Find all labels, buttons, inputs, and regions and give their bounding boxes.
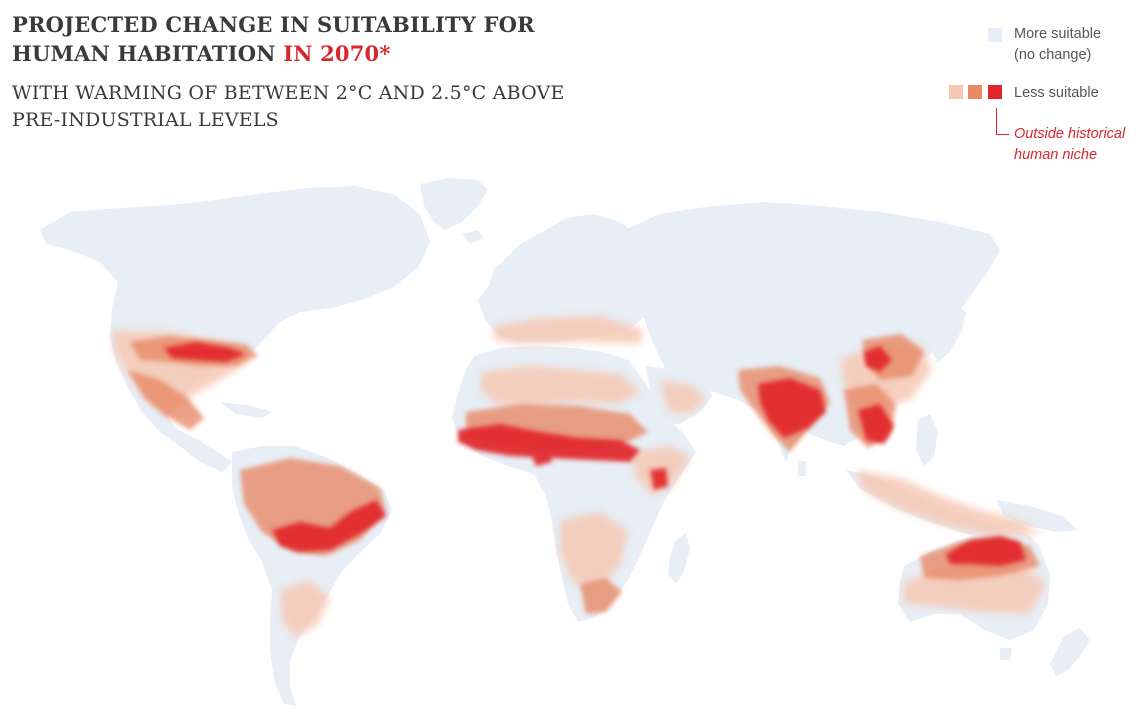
zone-hot-brazil [272,500,386,552]
land-tasmania [1000,648,1012,660]
page-title: PROJECTED CHANGE IN SUITABILITY FOR HUMAN… [12,10,535,68]
land-philippines [916,414,938,466]
land-europe [478,214,652,342]
zone-hot-us-south [164,342,246,362]
layer-outside-niche [164,342,1026,566]
land-madagascar [668,534,690,584]
land-iceland [462,230,484,244]
legend-swatch-more-suitable [988,28,1002,42]
title-line-2: HUMAN HABITATION [12,41,284,66]
subtitle-line-2: PRE-INDUSTRIAL LEVELS [12,109,279,131]
zone-hot-east-africa [650,468,668,490]
land-uk [490,262,510,296]
legend-label-less-suitable: Less suitable [1014,85,1099,101]
land-asia [620,202,1000,462]
subtitle-line-1: WITH WARMING OF BETWEEN 2°C AND 2.5°C AB… [12,82,565,104]
zone-hot-se-asia [858,404,894,444]
title-line-1: PROJECTED CHANGE IN SUITABILITY FOR [12,12,535,37]
subtitle: WITH WARMING OF BETWEEN 2°C AND 2.5°C AB… [12,80,565,134]
zone-hot-guinea [530,450,552,466]
zone-hot-sahel [458,424,640,462]
zone-hot-india [758,378,826,438]
world-map [40,178,1090,706]
land-japan [932,306,966,362]
legend-label-more-suitable: More suitable (no change) [1014,26,1102,63]
land-caribbean [220,402,272,418]
zone-light-mediterranean [494,316,644,344]
zone-mid-mexico [128,370,204,430]
legend: More suitable (no change) Less suitable O… [940,20,1136,170]
zone-hot-china [864,346,892,372]
zone-light-southern-africa [560,512,628,590]
zone-light-arabia [660,380,706,414]
land-sri-lanka [798,460,806,476]
zone-light-north-africa [480,366,640,406]
legend-swatch-outside-niche [988,85,1002,99]
legend-connector-line [996,108,1009,135]
land-new-zealand [1050,628,1090,676]
legend-swatch-less-light [949,85,963,99]
legend-label-outside-niche: Outside historical human niche [1014,126,1126,163]
land-greenland [420,178,488,230]
zone-light-indonesia [856,470,1040,536]
zone-hot-australia [946,536,1026,566]
zone-mid-mozambique [580,578,622,614]
land-new-guinea [996,500,1078,532]
land-north-america [40,186,430,472]
title-highlight: IN 2070* [283,41,391,66]
legend-swatch-less-mid [968,85,982,99]
zone-light-argentina [280,580,330,638]
